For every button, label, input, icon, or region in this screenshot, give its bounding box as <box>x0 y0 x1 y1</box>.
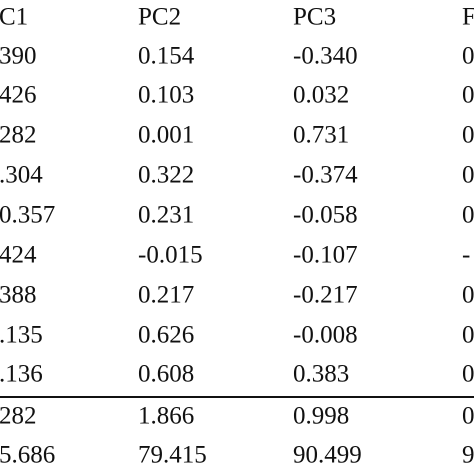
table-cell: .135 <box>0 322 43 349</box>
table-cell: -0.374 <box>293 162 358 189</box>
table-cell: 0 <box>462 282 474 309</box>
table-cell: 0.998 <box>293 403 349 430</box>
table-cell: 0.626 <box>138 322 194 349</box>
table-cell: 0 <box>462 122 474 149</box>
table-cell: 0.383 <box>293 361 349 388</box>
header-cell: PC2 <box>138 4 181 31</box>
table-cell: 0.357 <box>0 202 55 229</box>
table-cell: 0 <box>462 361 474 388</box>
table-cell: 0.154 <box>138 43 195 70</box>
table-cell: 388 <box>0 282 37 309</box>
table-cell: 79.415 <box>138 442 207 469</box>
table-cell: .304 <box>0 162 43 189</box>
table-cell: 390 <box>0 43 37 70</box>
table-cell: 0 <box>462 322 474 349</box>
table-cell: 0.032 <box>293 82 349 109</box>
table-cell: -0.217 <box>293 282 358 309</box>
table-cell: - <box>462 242 470 269</box>
table-cell: 0 <box>462 403 474 430</box>
table-cell: -0.015 <box>138 242 203 269</box>
header-cell: PC3 <box>293 4 336 31</box>
table-cell: 0.731 <box>293 122 349 149</box>
table-cell: 282 <box>0 403 37 430</box>
header-cell: C1 <box>0 4 28 31</box>
table-cell: -0.107 <box>293 242 358 269</box>
table-cell: 1.866 <box>138 403 194 430</box>
table-cell: 0.001 <box>138 122 194 149</box>
table-cell: -0.008 <box>293 322 358 349</box>
table-cell: 424 <box>0 242 37 269</box>
table-cell: 0 <box>462 43 474 70</box>
table-cell: 90.499 <box>293 442 362 469</box>
table-cell: 0 <box>462 162 474 189</box>
table-cell: -0.058 <box>293 202 358 229</box>
table-cell: 0 <box>462 202 474 229</box>
table-cell: 0.608 <box>138 361 194 388</box>
table-cell: 0.217 <box>138 282 194 309</box>
table-cell: 282 <box>0 122 37 149</box>
header-cell: F <box>462 4 474 31</box>
table-cell: 9 <box>462 442 474 469</box>
table-cell: 0 <box>462 82 474 109</box>
table-cell: 0.231 <box>138 202 194 229</box>
table-cell: 426 <box>0 82 37 109</box>
table-cell: -0.340 <box>293 43 358 70</box>
table-cell: 5.686 <box>0 442 55 469</box>
table-cell: 0.103 <box>138 82 194 109</box>
table-cell: 0.322 <box>138 162 194 189</box>
table-cell: .136 <box>0 361 43 388</box>
